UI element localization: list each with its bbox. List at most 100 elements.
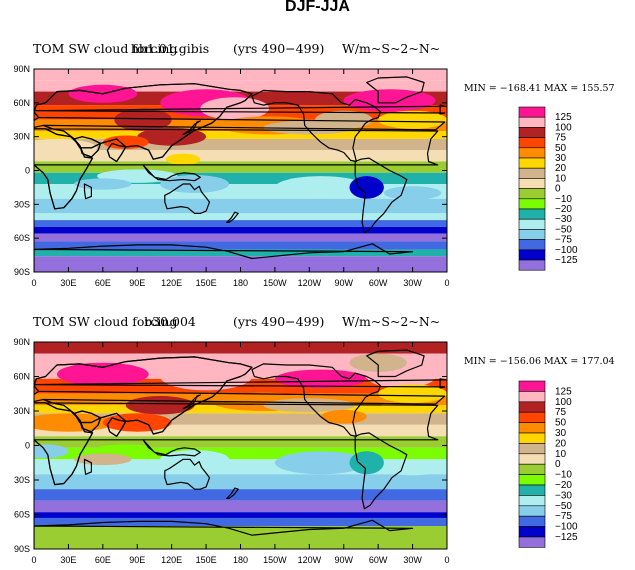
coastline-india-wrap [106, 142, 127, 163]
contour-band [34, 474, 447, 490]
coastline-japan [182, 394, 201, 410]
contour-band [34, 517, 447, 526]
contour-cell [160, 175, 230, 194]
colorbar-swatch [518, 515, 546, 527]
contour-band [34, 447, 447, 460]
contour-band [34, 342, 447, 354]
lon-tick-label: 30W [403, 278, 422, 288]
colorbar-swatch [518, 505, 546, 517]
lon-tick-label: 150E [196, 278, 217, 288]
colorbar-swatch [518, 432, 546, 444]
lat-tick-label: 30N [13, 406, 30, 416]
lat-tick-label: 90S [14, 267, 30, 277]
coastline-uk [34, 378, 447, 389]
colorbar-swatch [518, 249, 546, 261]
colorbar-swatch [518, 391, 546, 403]
coastline-uk [34, 104, 447, 115]
contour-band [34, 69, 447, 81]
lat-tick-label: 0 [25, 441, 30, 451]
colorbar-label: 100 [555, 122, 572, 133]
contour-band [34, 220, 447, 227]
lon-tick-label: 120E [161, 278, 182, 288]
colorbar-label: −100 [555, 245, 578, 256]
lon-tick-label: 180 [233, 278, 248, 288]
coastline-australia [164, 183, 211, 214]
colorbar-label: −125 [555, 255, 578, 266]
colorbar-swatch [518, 259, 546, 271]
colorbar-swatch [518, 198, 546, 210]
contour-cell [349, 176, 384, 199]
colorbar-swatch [518, 463, 546, 475]
lon-tick-label: 60E [95, 278, 111, 288]
contour-cell [378, 110, 447, 129]
lat-tick-label: 0 [25, 166, 30, 176]
coastline-africa-wrap [34, 402, 94, 486]
colorbar-label: −30 [555, 490, 572, 501]
coastline-arabia-wrap [73, 136, 102, 158]
lon-tick-label: 0 [444, 555, 449, 565]
coastline-antarctica [34, 519, 414, 549]
coastline-northAmerica [251, 363, 382, 437]
contour-cell [378, 384, 447, 403]
panel-units: W/m~S~2~N~ [342, 41, 440, 56]
contour-cell [383, 186, 442, 200]
coastline-greenland [366, 76, 425, 104]
lon-tick-label: 90W [334, 278, 353, 288]
colorbar-swatch [518, 526, 546, 538]
colorbar-label: 125 [555, 386, 572, 397]
panel-title-left: TOM SW cloud forcing [33, 41, 177, 56]
contour-cell [274, 451, 367, 475]
lat-tick-label: 30N [13, 132, 30, 142]
lon-tick-label: 180 [233, 555, 248, 565]
lon-tick-label: 0 [31, 555, 36, 565]
colorbar-swatch [518, 137, 546, 149]
lat-tick-label: 60S [14, 233, 30, 243]
colorbar-swatch [518, 474, 546, 486]
colorbar-label: −50 [555, 501, 572, 512]
lon-tick-label: 120W [298, 278, 322, 288]
lon-tick-label: 60W [369, 278, 388, 288]
lat-tick-label: 90N [13, 64, 30, 74]
contour-cell [160, 450, 230, 469]
min-max-label: MIN = −156.06 MAX = 177.04 [464, 356, 615, 367]
colorbar-label: 50 [555, 143, 567, 154]
colorbar-label: 30 [555, 153, 567, 164]
colorbar-swatch [518, 239, 546, 251]
colorbar-label: 125 [555, 112, 572, 123]
contour-band [34, 512, 447, 518]
contour-band [34, 500, 447, 513]
lat-tick-label: 30S [14, 475, 30, 485]
contour-cell [383, 461, 442, 476]
contour-cell [34, 413, 115, 432]
lon-tick-label: 30E [60, 555, 76, 565]
colorbar-label: 0 [555, 184, 561, 195]
contour-band [34, 226, 447, 234]
coastlines [34, 349, 447, 549]
figure-title: DJF-JJA [285, 0, 350, 15]
contour-cell [165, 153, 201, 165]
contour-band [34, 526, 447, 549]
colorbar-swatch [518, 106, 546, 118]
coastline-antarctica [34, 243, 414, 272]
coastline-northAmerica [251, 89, 382, 163]
colorbar-swatch [518, 495, 546, 507]
colorbar-label: 10 [555, 449, 567, 460]
colorbar-swatch [518, 484, 546, 496]
lon-tick-label: 120E [161, 555, 182, 565]
panel-title-left: TOM SW cloud forcing [33, 314, 177, 329]
lon-tick-label: 30W [403, 555, 422, 565]
contour-band [34, 138, 447, 151]
coastline-madagascar [83, 458, 92, 475]
contour-band [34, 436, 447, 448]
coastline-india-wrap [106, 417, 127, 437]
panel-title-center: b30.004 [144, 314, 196, 329]
panel-units: W/m~S~2~N~ [342, 314, 440, 329]
colorbar-swatch [518, 127, 546, 138]
colorbar-swatch [518, 453, 546, 465]
panel-years: (yrs 490−499) [233, 41, 324, 56]
